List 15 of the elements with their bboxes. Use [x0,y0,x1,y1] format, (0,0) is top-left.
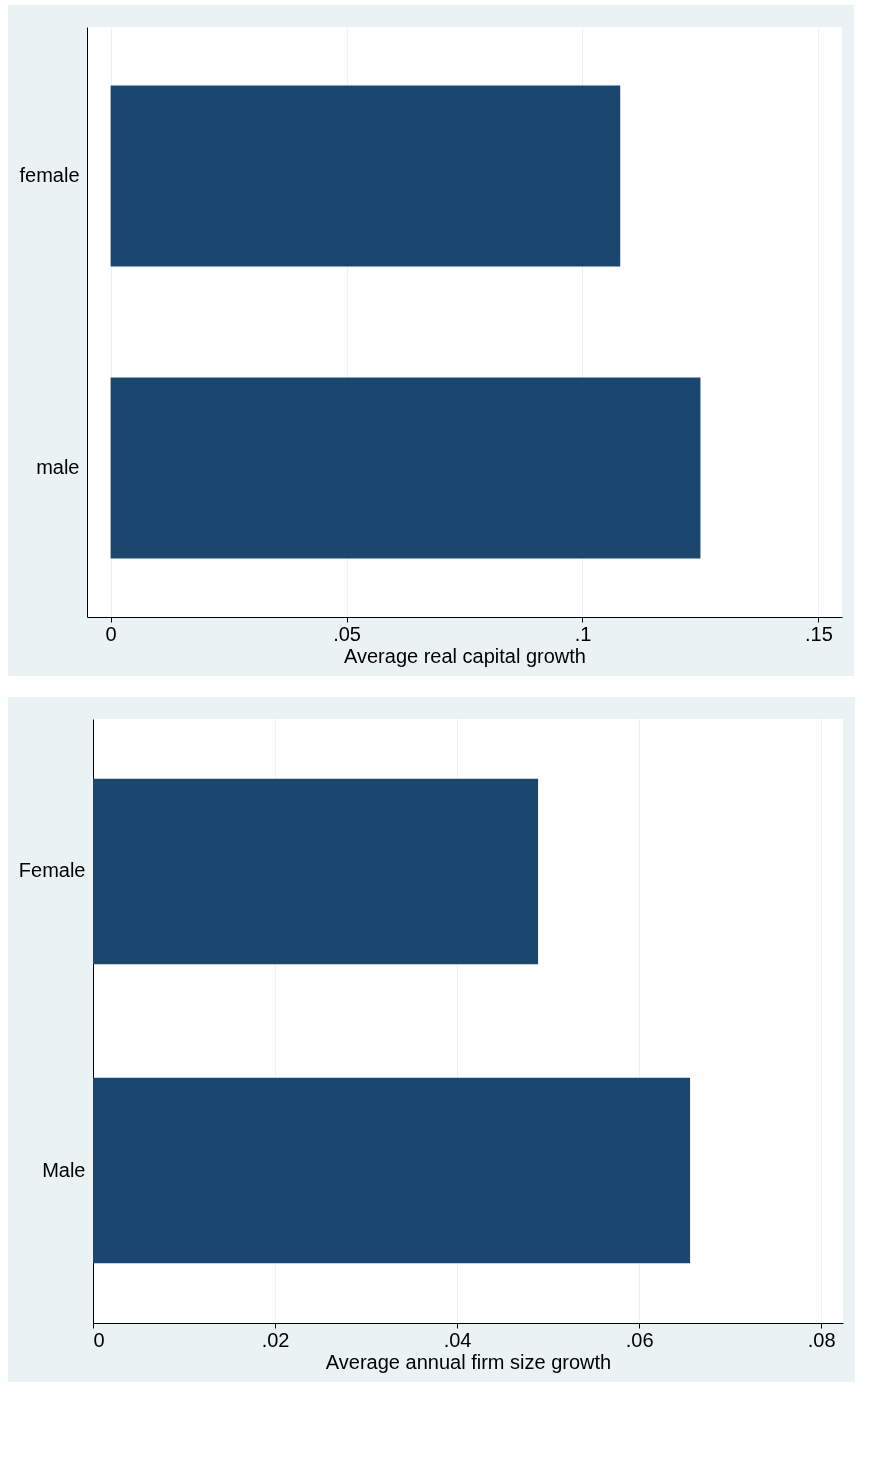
x-tick-label: .15 [805,622,833,645]
x-tick-label: .1 [574,622,592,645]
x-tick-label: .02 [261,1328,290,1351]
x-tick-label: .06 [625,1328,654,1351]
y-tick-label: male [36,456,80,479]
x-tick-label: .04 [443,1328,472,1351]
y-tick-label: Female [18,859,86,882]
x-axis-title: Average annual firm size growth [325,1350,612,1373]
x-axis-title: Average real capital growth [344,644,586,667]
x-tick-label: 0 [93,1328,105,1351]
y-tick-label: female [19,163,80,186]
x-tick-label: .08 [807,1328,836,1351]
x-tick-label: .05 [333,622,361,645]
x-tick-label: 0 [105,622,117,645]
y-tick-label: Male [42,1158,86,1181]
